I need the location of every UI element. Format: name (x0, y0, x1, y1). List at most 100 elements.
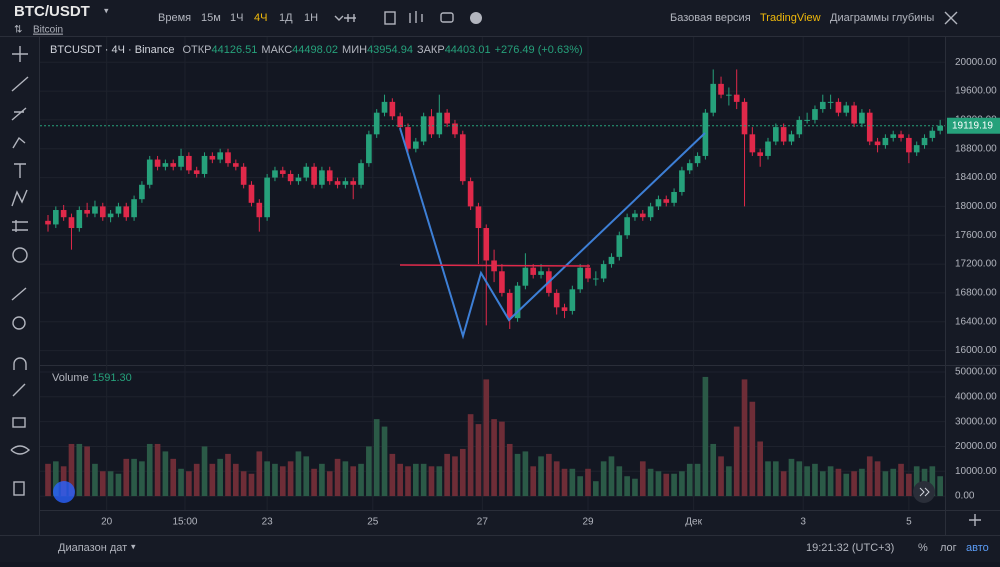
candle-body (608, 256, 615, 265)
legend-label: МАКС (261, 44, 292, 56)
dropdown[interactable]: ▾ (104, 5, 109, 15)
dropdown[interactable]: ▾ (131, 541, 136, 551)
candle-body (413, 141, 419, 149)
candle-body (264, 177, 270, 218)
candle-body (295, 177, 302, 182)
view-link[interactable]: TradingView (760, 12, 821, 24)
price-tick-label: 17200.00 (955, 259, 997, 270)
candle-body (819, 101, 826, 110)
candle-body (154, 159, 161, 167)
left-toolbar[interactable] (10, 46, 981, 526)
date-range[interactable]: Диапазон дат (58, 542, 127, 554)
volume-bar (898, 463, 904, 497)
candle-body (804, 119, 810, 121)
price-tick-label: 18800.00 (955, 143, 997, 154)
candle-body (874, 141, 881, 146)
candle-body (702, 112, 709, 156)
volume-bar (475, 424, 482, 497)
volume-bar (397, 463, 403, 497)
volume-bar (765, 461, 771, 497)
volume-bar (389, 453, 396, 497)
candle-body (68, 217, 75, 229)
candle-body (92, 206, 98, 214)
volume-bar (757, 441, 763, 497)
volume-bar (679, 471, 685, 497)
view-link[interactable]: Диаграммы глубины (830, 12, 934, 24)
volume-bar (178, 468, 184, 497)
volume-bar (146, 443, 153, 497)
interval-button[interactable]: 4Ч (254, 12, 267, 24)
candle-body (225, 152, 231, 164)
volume-bar (342, 461, 349, 497)
percent-toggle[interactable]: % (918, 542, 928, 554)
volume-bar (319, 463, 325, 497)
candle-body (835, 101, 842, 113)
candle-body (193, 170, 200, 174)
volume-bar (733, 426, 740, 497)
candle-body (577, 267, 583, 290)
candle-body (146, 159, 153, 185)
volume-tick-label: 10000.00 (955, 466, 997, 477)
volume-bar (726, 466, 732, 497)
log-toggle[interactable]: лог (940, 542, 957, 554)
auto-toggle[interactable]: авто (966, 542, 989, 554)
candle-body (397, 116, 403, 128)
candle-body (240, 166, 247, 185)
volume-bar (913, 466, 920, 497)
volume-bar (835, 468, 842, 497)
view-link[interactable]: Базовая версия (670, 12, 751, 24)
toolbar-icons[interactable] (334, 11, 958, 25)
interval-button[interactable]: 1Ч (230, 12, 243, 24)
candle-body (84, 210, 90, 214)
volume-bar (428, 466, 435, 497)
candle-body (585, 267, 591, 279)
horizontal-drawing[interactable] (399, 264, 591, 267)
clock: 19:21:32 (UTC+3) (806, 542, 894, 554)
candle-body (632, 213, 638, 218)
volume-bar (186, 471, 192, 497)
volume-bar (585, 468, 591, 497)
candle-body (209, 155, 216, 160)
volume-bar (420, 463, 427, 497)
volume-bar (311, 468, 317, 497)
volume-bar (358, 463, 364, 497)
interval-button[interactable]: 1Н (304, 12, 318, 24)
interval-button[interactable]: Время (158, 12, 191, 24)
interval-button[interactable]: 1Д (279, 12, 293, 24)
legend-value: 44126.51 (212, 44, 258, 56)
candle-body (506, 292, 513, 319)
time-tick-label: 20 (101, 517, 113, 528)
volume-bar (68, 443, 75, 497)
volume-bar (436, 466, 443, 497)
asset-name[interactable]: Bitcoin (33, 25, 63, 36)
volume-bar (694, 463, 701, 497)
candle-body (201, 155, 208, 174)
time-tick-label: 27 (477, 517, 489, 528)
volume-bar (929, 466, 936, 497)
interval-button[interactable]: 15м (201, 12, 221, 24)
time-tick-label: 5 (906, 517, 912, 528)
candle-body (162, 163, 169, 167)
symbol[interactable]: BTC/USDT (14, 3, 90, 20)
trend-drawing[interactable] (399, 127, 706, 340)
candle-body (726, 94, 732, 96)
candle-body (53, 210, 59, 225)
volume-bar (76, 443, 83, 497)
volume-bar (522, 451, 529, 497)
volume-bar (459, 448, 466, 497)
volume-tick-label: 40000.00 (955, 391, 997, 402)
candle-body (647, 206, 654, 218)
volume-bar (600, 461, 607, 497)
legend-value: 43954.94 (367, 44, 413, 56)
volume-bar (553, 461, 560, 497)
candle-body (906, 137, 912, 153)
candle-body (780, 127, 787, 142)
candle-body (600, 264, 607, 279)
volume-bar (201, 446, 208, 497)
candle-body (710, 83, 717, 113)
volume-bar (115, 473, 122, 497)
candle-body (514, 285, 521, 319)
candle-body (843, 105, 850, 113)
volume-bar (405, 466, 411, 497)
